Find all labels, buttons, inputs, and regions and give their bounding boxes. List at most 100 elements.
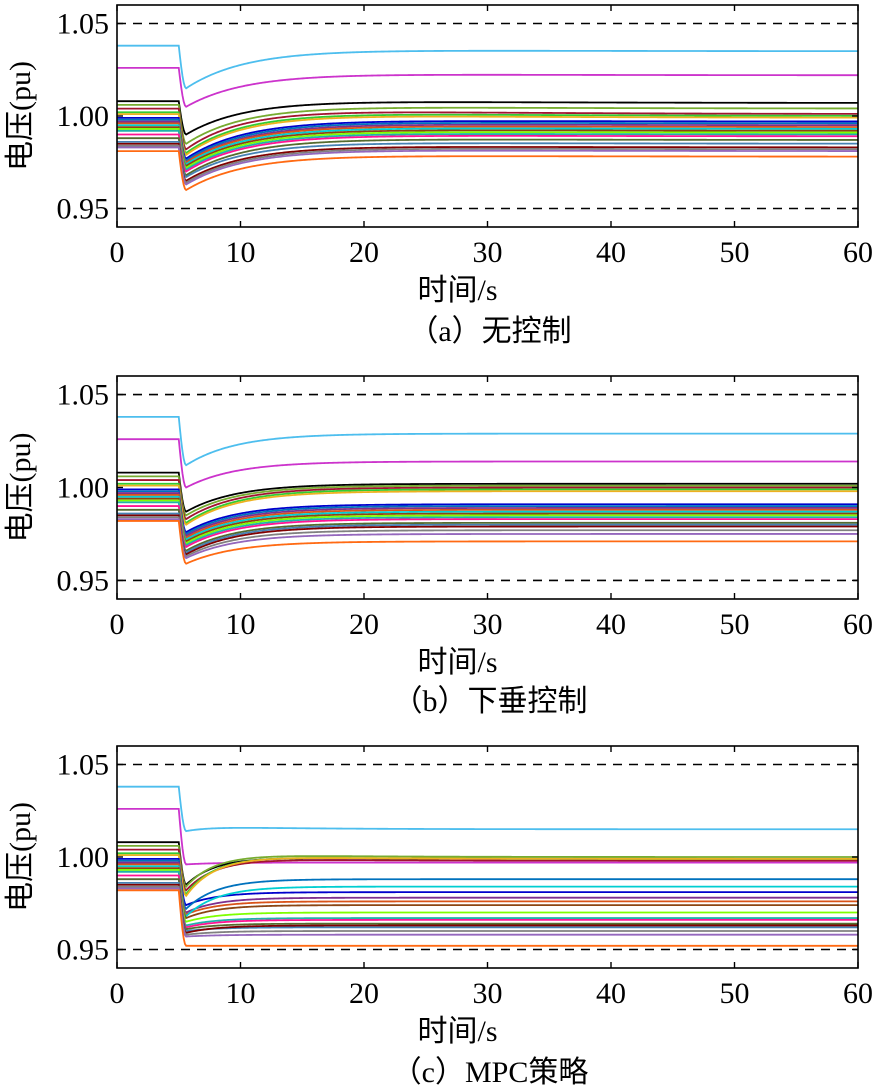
x-tick-label: 40 bbox=[596, 977, 626, 1010]
x-tick-label: 60 bbox=[843, 236, 873, 269]
series-line-bus-5 bbox=[117, 848, 858, 892]
series-line-bus-2 bbox=[117, 438, 858, 489]
x-tick-label: 50 bbox=[720, 608, 750, 641]
x-tick-label: 0 bbox=[110, 608, 125, 641]
x-tick-label: 20 bbox=[349, 236, 379, 269]
series-line-bus-20 bbox=[117, 516, 858, 558]
y-tick-label: 1.05 bbox=[57, 8, 110, 41]
series-line-bus-3 bbox=[117, 100, 858, 136]
series-line-bus-6 bbox=[117, 111, 858, 155]
series-line-bus-10 bbox=[117, 492, 858, 537]
series-line-bus-4 bbox=[117, 845, 858, 888]
series-line-bus-8 bbox=[117, 857, 858, 907]
series-line-bus-11 bbox=[117, 122, 858, 164]
x-tick-label: 20 bbox=[349, 608, 379, 641]
series-line-bus-13 bbox=[117, 867, 858, 920]
y-axis-label: 电压(pu) bbox=[4, 61, 37, 171]
series-line-bus-9 bbox=[117, 118, 858, 162]
x-tick-label: 50 bbox=[720, 977, 750, 1010]
series-line-bus-3 bbox=[117, 471, 858, 513]
y-tick-label: 0.95 bbox=[57, 193, 110, 226]
series-line-bus-8 bbox=[117, 116, 858, 160]
panel-caption: （a）无控制 bbox=[408, 315, 571, 348]
y-tick-label: 1.05 bbox=[57, 379, 110, 412]
series-line-bus-21 bbox=[117, 518, 858, 560]
x-tick-label: 40 bbox=[596, 236, 626, 269]
x-axis-label: 时间/s bbox=[417, 274, 497, 307]
series-line-bus-11 bbox=[117, 494, 858, 539]
series-line-bus-15 bbox=[117, 870, 858, 927]
series-line-bus-8 bbox=[117, 488, 858, 534]
x-axis-label: 时间/s bbox=[417, 646, 497, 679]
series-line-bus-2 bbox=[117, 67, 858, 108]
x-tick-label: 40 bbox=[596, 608, 626, 641]
series-line-bus-12 bbox=[117, 495, 858, 541]
series-line-bus-19 bbox=[117, 883, 858, 934]
chart-panel-1: 0 10 20 30 40 50 60 0.95 1.00 1.05 时间/s 电压(pu) （a）无控… bbox=[4, 4, 873, 348]
series-line-bus-9 bbox=[117, 859, 858, 911]
series-line-bus-1 bbox=[117, 44, 858, 90]
series-line-bus-19 bbox=[117, 514, 858, 556]
series-line-bus-18 bbox=[117, 141, 858, 179]
series-line-bus-14 bbox=[117, 499, 858, 545]
series-line-bus-21 bbox=[117, 887, 858, 938]
series-line-bus-15 bbox=[117, 129, 858, 171]
series-line-bus-7 bbox=[117, 854, 858, 898]
series-line-bus-7 bbox=[117, 484, 858, 526]
series-line-bus-14 bbox=[117, 869, 858, 923]
series-line-bus-7 bbox=[117, 113, 858, 157]
x-tick-label: 30 bbox=[473, 608, 503, 641]
y-tick-label: 1.05 bbox=[57, 749, 110, 782]
panel-caption: （b）下垂控制 bbox=[393, 685, 588, 718]
series-line-bus-5 bbox=[117, 107, 858, 151]
series-group bbox=[117, 44, 858, 192]
series-line-bus-1 bbox=[117, 415, 858, 467]
series-line-bus-6 bbox=[117, 482, 858, 524]
series-line-bus-12 bbox=[117, 124, 858, 166]
series-line-bus-10 bbox=[117, 120, 858, 164]
series-line-bus-20 bbox=[117, 144, 858, 184]
x-tick-label: 30 bbox=[473, 977, 503, 1010]
series-line-bus-17 bbox=[117, 508, 858, 552]
chart-panel-3: 0 10 20 30 40 50 60 0.95 1.00 1.05 时间/s 电压(pu) （c）MP… bbox=[4, 745, 873, 1089]
series-line-bus-16 bbox=[117, 133, 858, 173]
series-line-bus-22 bbox=[117, 520, 858, 565]
y-tick-label: 0.95 bbox=[57, 564, 110, 597]
x-tick-label: 60 bbox=[843, 608, 873, 641]
series-line-bus-18 bbox=[117, 882, 858, 932]
x-tick-label: 20 bbox=[349, 977, 379, 1010]
series-group bbox=[117, 415, 858, 565]
series-line-bus-17 bbox=[117, 878, 858, 931]
x-axis-label: 时间/s bbox=[417, 1015, 497, 1048]
series-line-bus-14 bbox=[117, 128, 858, 169]
series-line-bus-21 bbox=[117, 146, 858, 186]
x-tick-label: 10 bbox=[226, 977, 256, 1010]
panel-caption: （c）MPC策略 bbox=[392, 1056, 589, 1089]
series-line-bus-16 bbox=[117, 874, 858, 929]
x-tick-label: 0 bbox=[110, 977, 125, 1010]
x-tick-label: 10 bbox=[226, 236, 256, 269]
series-line-bus-11 bbox=[117, 863, 858, 916]
chart-panel-2: 0 10 20 30 40 50 60 0.95 1.00 1.05 时间/s 电压(pu) （b）下垂… bbox=[4, 375, 873, 718]
series-line-bus-5 bbox=[117, 479, 858, 521]
series-line-bus-22 bbox=[117, 150, 858, 192]
y-tick-label: 1.00 bbox=[57, 841, 110, 874]
series-line-bus-17 bbox=[117, 137, 858, 177]
series-line-bus-12 bbox=[117, 865, 858, 918]
series-line-bus-10 bbox=[117, 861, 858, 914]
y-tick-label: 1.00 bbox=[57, 100, 110, 133]
series-line-bus-13 bbox=[117, 126, 858, 168]
y-axis-label: 电压(pu) bbox=[4, 433, 37, 543]
series-line-bus-22 bbox=[117, 889, 858, 947]
series-line-bus-4 bbox=[117, 104, 858, 145]
y-axis-label: 电压(pu) bbox=[4, 802, 37, 912]
series-group bbox=[117, 785, 858, 947]
series-line-bus-1 bbox=[117, 785, 858, 833]
series-line-bus-18 bbox=[117, 512, 858, 554]
y-tick-label: 1.00 bbox=[57, 472, 110, 505]
series-line-bus-9 bbox=[117, 490, 858, 536]
series-line-bus-13 bbox=[117, 497, 858, 543]
y-tick-label: 0.95 bbox=[57, 934, 110, 967]
series-line-bus-15 bbox=[117, 501, 858, 547]
